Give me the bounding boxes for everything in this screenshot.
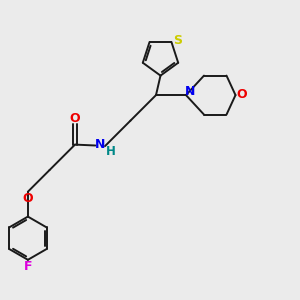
Text: N: N — [185, 85, 195, 98]
Text: S: S — [173, 34, 182, 47]
Text: O: O — [22, 192, 33, 205]
Text: N: N — [94, 138, 105, 151]
Text: F: F — [24, 260, 32, 273]
Text: H: H — [106, 145, 115, 158]
Text: O: O — [69, 112, 80, 125]
Text: O: O — [237, 88, 248, 101]
